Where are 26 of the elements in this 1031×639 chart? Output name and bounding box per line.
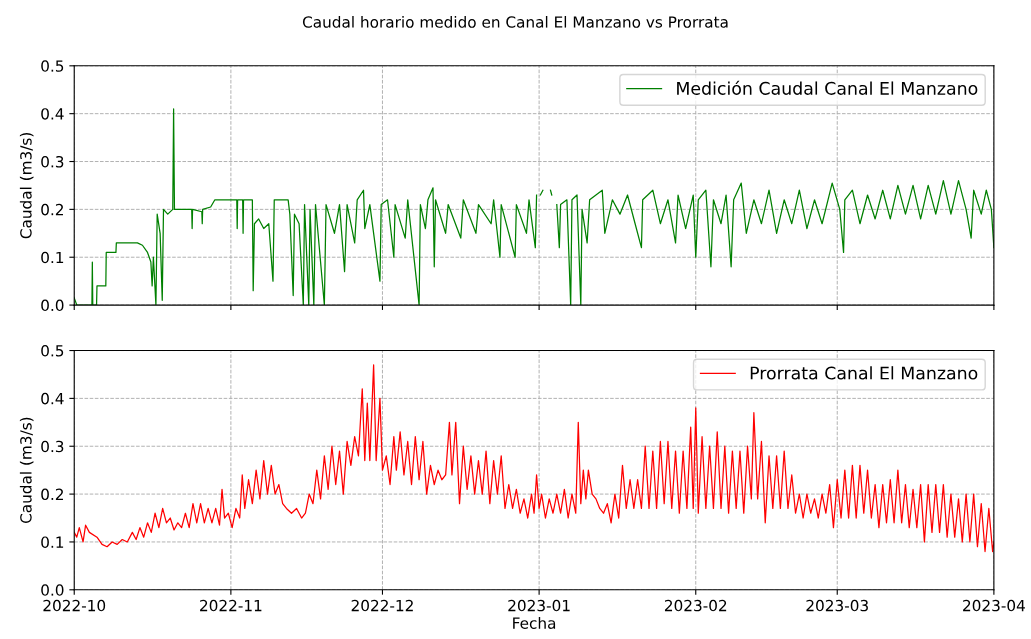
x-tick-label: 2022-10 <box>43 599 106 612</box>
y-axis-title: Caudal (m3/s) <box>19 417 34 524</box>
x-tick-label: 2023-01 <box>508 599 570 612</box>
x-tick-label: 2022-11 <box>200 599 262 612</box>
x-axis-title: Fecha <box>513 617 556 629</box>
y-tick-label: 0.4 <box>41 108 64 120</box>
y-tick-label: 0.3 <box>41 155 64 168</box>
y-tick-label: 0.4 <box>41 392 64 405</box>
y-axis-title: Caudal (m3/s) <box>19 133 34 239</box>
y-tick-label: 0.1 <box>41 251 64 264</box>
line-series <box>74 364 994 553</box>
y-tick-label: 0.3 <box>41 440 64 453</box>
y-tick-label: 0.2 <box>41 203 63 216</box>
x-tick-label: 2023-04 <box>963 599 1025 612</box>
y-tick-label: 0.1 <box>41 536 64 548</box>
x-tick-label: 2022-12 <box>351 599 413 612</box>
legend-label: Prorrata Canal El Manzano <box>750 366 978 380</box>
y-tick-label: 0.0 <box>41 299 64 312</box>
legend-label: Medición Caudal Canal El Manzano <box>677 80 978 95</box>
x-tick-label: 2023-02 <box>664 599 727 612</box>
chart-title: Caudal horario medido en Canal El Manzano vs Prorrata <box>302 15 728 28</box>
y-tick-label: 0.5 <box>41 345 64 357</box>
x-tick-label: 2023-03 <box>806 599 868 612</box>
y-tick-label: 0.2 <box>41 488 63 501</box>
y-tick-label: 0.0 <box>41 584 64 596</box>
y-tick-label: 0.5 <box>41 60 64 72</box>
